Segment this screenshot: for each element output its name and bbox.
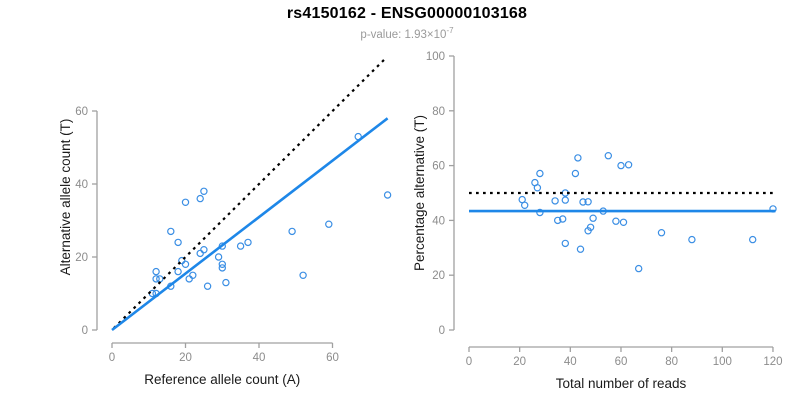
x-tick-label: 60: [615, 356, 628, 368]
x-tick-label: 60: [326, 352, 339, 364]
data-point: [178, 256, 186, 265]
data-point: [617, 161, 625, 170]
x-tick-label: 0: [109, 352, 115, 364]
y-tick-label: 40: [432, 215, 445, 227]
y-axis-title: Alternative allele count (T): [58, 119, 73, 276]
data-point: [749, 235, 757, 244]
data-point: [536, 169, 544, 178]
data-point: [222, 278, 230, 287]
data-point: [576, 245, 585, 253]
data-point: [236, 242, 245, 250]
data-point: [189, 271, 197, 279]
multiply-sign: ×: [426, 28, 434, 41]
data-point: [152, 275, 160, 283]
data-point: [619, 218, 628, 226]
y-tick-label: 60: [75, 106, 88, 118]
y-tick-label: 20: [432, 270, 445, 282]
x-tick-label: 20: [179, 352, 192, 364]
data-point: [181, 260, 190, 268]
data-point: [533, 184, 542, 192]
data-point: [624, 161, 633, 169]
data-point: [561, 196, 570, 204]
data-point: [174, 267, 182, 276]
x-tick-label: 40: [564, 356, 577, 368]
data-point: [244, 238, 252, 247]
data-point: [574, 154, 582, 162]
x-tick-label: 80: [665, 356, 678, 368]
data-point: [554, 216, 562, 225]
p-value-mantissa: 1.93: [404, 28, 427, 41]
data-point: [218, 260, 226, 268]
y-axis-title: Percentage alternative (T): [412, 115, 427, 271]
data-point: [181, 198, 190, 206]
data-point: [152, 267, 160, 276]
data-point: [657, 228, 666, 237]
data-point: [218, 264, 226, 272]
y-tick-label: 40: [75, 179, 88, 191]
y-tick-label: 20: [75, 252, 88, 264]
data-point: [589, 214, 597, 222]
plot-title: rs4150162 - ENSG00000103168: [286, 5, 528, 22]
x-tick-label: 100: [713, 356, 732, 368]
data-point: [586, 223, 595, 231]
y-tick-label: 0: [82, 325, 88, 337]
y-tick-label: 80: [432, 106, 445, 118]
data-point: [561, 239, 570, 248]
y-tick-label: 60: [432, 161, 445, 173]
plot-subtitle: p-value: 1.93×10-7: [14, 26, 800, 41]
data-point: [383, 191, 392, 199]
data-point: [612, 217, 620, 225]
data-point: [551, 197, 559, 205]
data-point: [521, 201, 529, 209]
x-axis-title: Total number of reads: [556, 376, 687, 391]
data-point: [200, 245, 208, 254]
data-point: [536, 208, 544, 217]
data-point: [288, 227, 296, 236]
p-value-base: 10: [433, 28, 447, 41]
data-point: [200, 187, 208, 195]
data-point: [196, 249, 204, 258]
data-point: [571, 169, 580, 178]
x-tick-label: 40: [253, 352, 266, 364]
p-value-exponent: -7: [446, 26, 454, 35]
data-point: [214, 253, 223, 261]
data-point: [196, 194, 204, 203]
data-point: [559, 215, 567, 223]
data-point: [604, 151, 613, 160]
data-point: [203, 282, 212, 290]
x-axis-title: Reference allele count (A): [144, 372, 300, 387]
data-point: [688, 235, 696, 244]
data-point: [635, 264, 643, 273]
identity-line: [113, 57, 387, 329]
p-value-prefix: p-value:: [360, 28, 405, 41]
regression-line: [111, 117, 389, 332]
data-point: [299, 271, 307, 279]
x-tick-label: 120: [763, 356, 782, 368]
data-point: [174, 238, 182, 247]
x-tick-label: 20: [513, 356, 526, 368]
data-point: [584, 198, 592, 206]
data-point: [185, 275, 193, 283]
data-point: [579, 198, 587, 206]
data-point: [325, 220, 333, 228]
y-tick-label: 0: [439, 325, 445, 337]
y-tick-label: 100: [426, 51, 445, 63]
x-tick-label: 0: [466, 356, 472, 368]
data-point: [167, 227, 175, 236]
